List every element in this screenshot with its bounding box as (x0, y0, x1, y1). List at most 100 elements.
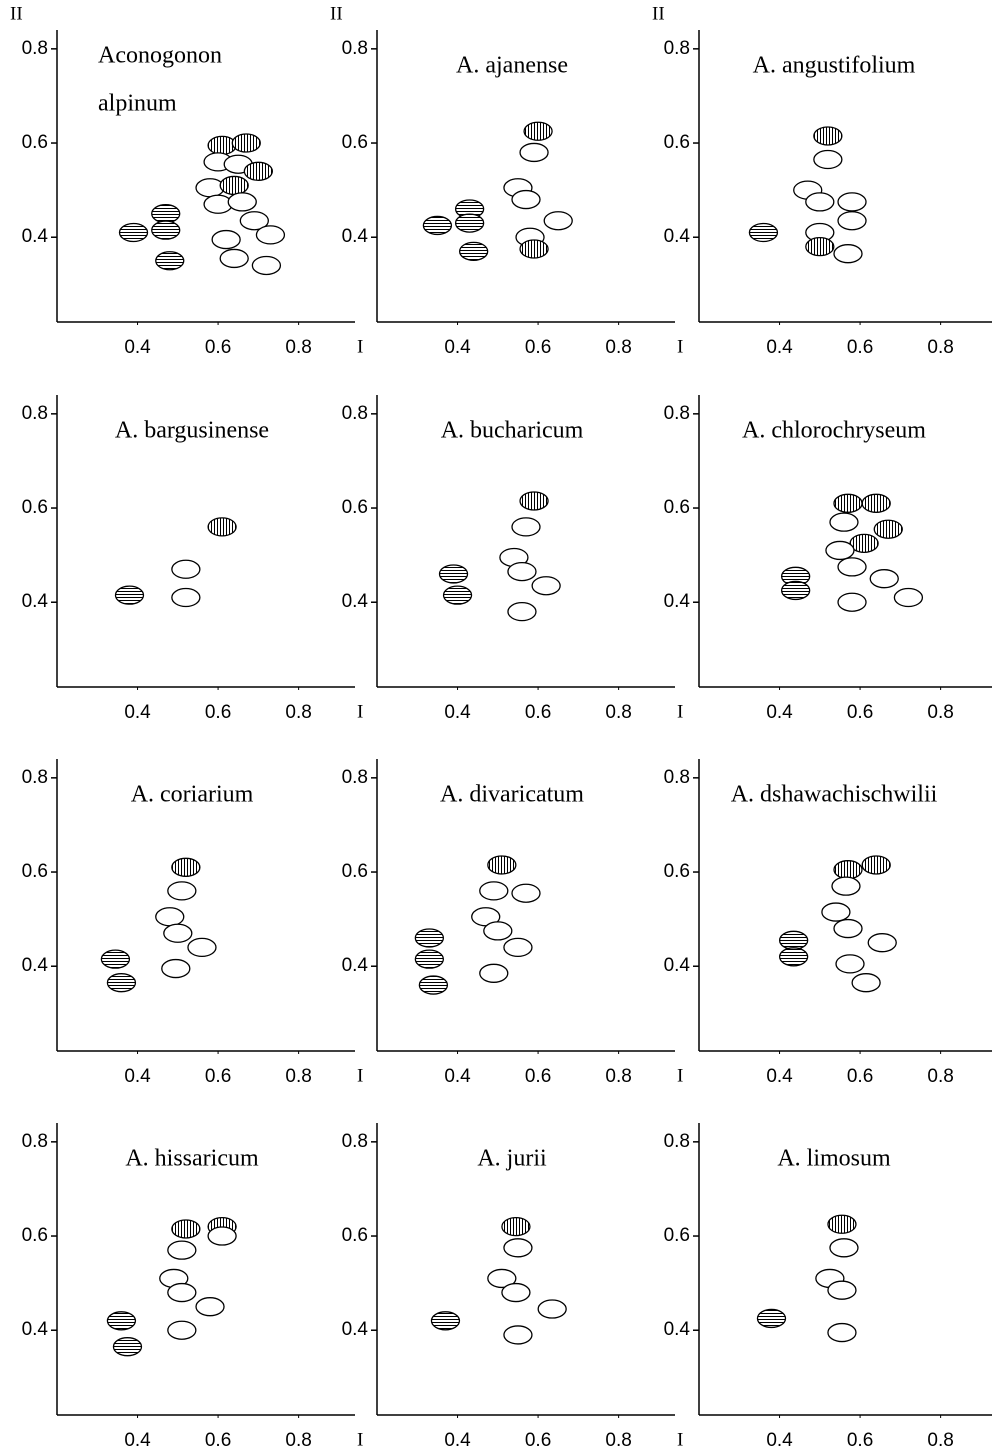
spot (782, 581, 810, 599)
spot (228, 193, 256, 211)
x-tick-label: 0.8 (927, 337, 953, 358)
x-axis-label: I (357, 1429, 363, 1450)
panel-title: A. limosum (777, 1146, 891, 1172)
y-tick-label: 0.6 (342, 132, 368, 153)
spot (828, 1324, 856, 1342)
spot (834, 861, 862, 879)
spot (822, 903, 850, 921)
x-tick-label: 0.8 (605, 1066, 631, 1087)
x-tick-label: 0.4 (444, 1430, 471, 1451)
spot (814, 151, 842, 169)
y-tick-label: 0.4 (664, 955, 691, 976)
panel-title: A. ajanense (456, 53, 568, 79)
y-tick-label: 0.4 (22, 1319, 49, 1340)
x-tick-label: 0.8 (605, 702, 631, 723)
spot (460, 242, 488, 260)
y-tick-label: 0.8 (664, 1131, 690, 1152)
panel: 0.40.60.80.40.60.8IA. dshawachischwilii (664, 759, 992, 1087)
spot (502, 1284, 530, 1302)
spot (120, 224, 148, 242)
spot (484, 922, 512, 940)
y-axis-label: II (330, 3, 343, 24)
x-tick-label: 0.4 (444, 337, 471, 358)
spot (834, 245, 862, 263)
x-tick-label: 0.6 (205, 1066, 231, 1087)
spot (152, 205, 180, 223)
spot (164, 924, 192, 942)
panel-title: Aconogonon (98, 43, 222, 69)
spot (115, 586, 143, 604)
panel-title: A. angustifolium (753, 53, 916, 79)
y-tick-label: 0.4 (342, 1319, 369, 1340)
spot (168, 1284, 196, 1302)
spot (220, 176, 248, 194)
y-tick-label: 0.4 (664, 591, 691, 612)
panel: 0.40.60.80.40.60.8IA. divaricatum (342, 759, 684, 1087)
spot (838, 212, 866, 230)
y-tick-label: 0.8 (664, 38, 690, 59)
x-axis-label: I (357, 1065, 363, 1086)
spot (196, 1298, 224, 1316)
spot (512, 884, 540, 902)
spot (152, 221, 180, 239)
x-tick-label: 0.4 (124, 1066, 151, 1087)
y-tick-label: 0.4 (342, 226, 369, 247)
y-tick-label: 0.6 (22, 497, 48, 518)
y-tick-label: 0.8 (342, 1131, 368, 1152)
y-axis-label: II (10, 3, 23, 24)
figure: 0.40.60.80.40.60.8IIIAconogononalpinum0.… (0, 0, 992, 1451)
spot (894, 589, 922, 607)
x-tick-label: 0.8 (285, 337, 311, 358)
panel-title: A. hissaricum (125, 1146, 259, 1172)
spot (520, 492, 548, 510)
panel-title: A. bucharicum (441, 418, 584, 444)
spot (834, 494, 862, 512)
spot (828, 1215, 856, 1233)
spot (172, 858, 200, 876)
x-tick-label: 0.6 (847, 1430, 873, 1451)
spot (107, 974, 135, 992)
spot (508, 563, 536, 581)
y-tick-label: 0.8 (664, 403, 690, 424)
x-tick-label: 0.6 (525, 337, 551, 358)
x-tick-label: 0.8 (605, 1430, 631, 1451)
x-tick-label: 0.6 (847, 337, 873, 358)
x-tick-label: 0.4 (766, 337, 793, 358)
spot (780, 948, 808, 966)
y-tick-label: 0.6 (342, 1225, 368, 1246)
panel-title: A. coriarium (131, 782, 254, 808)
y-tick-label: 0.8 (22, 38, 48, 59)
panel-title: A. chlorochryseum (742, 418, 926, 444)
panel-title: A. jurii (477, 1146, 547, 1172)
spot (504, 938, 532, 956)
spot (208, 518, 236, 536)
y-tick-label: 0.8 (664, 767, 690, 788)
x-tick-label: 0.6 (847, 1066, 873, 1087)
spot (834, 920, 862, 938)
panel: 0.40.60.80.40.60.8IA. bargusinense (22, 395, 364, 723)
spot (538, 1300, 566, 1318)
spot (168, 1321, 196, 1339)
y-tick-label: 0.6 (664, 861, 690, 882)
x-tick-label: 0.8 (285, 1066, 311, 1087)
spot (836, 955, 864, 973)
panel: 0.40.60.80.40.60.8IIIA. angustifolium (652, 3, 992, 358)
x-tick-label: 0.8 (285, 1430, 311, 1451)
spot (838, 193, 866, 211)
x-axis-label: I (677, 1429, 683, 1450)
y-tick-label: 0.4 (342, 591, 369, 612)
spot (113, 1338, 141, 1356)
spot (101, 950, 129, 968)
x-tick-label: 0.4 (124, 337, 151, 358)
spot (826, 541, 854, 559)
spot (419, 976, 447, 994)
spot (504, 1326, 532, 1344)
spot (852, 974, 880, 992)
x-tick-label: 0.4 (766, 1430, 793, 1451)
spot (544, 212, 572, 230)
x-tick-label: 0.4 (444, 702, 471, 723)
panel-title: A. dshawachischwilii (731, 782, 938, 808)
spot (162, 960, 190, 978)
spot (780, 931, 808, 949)
